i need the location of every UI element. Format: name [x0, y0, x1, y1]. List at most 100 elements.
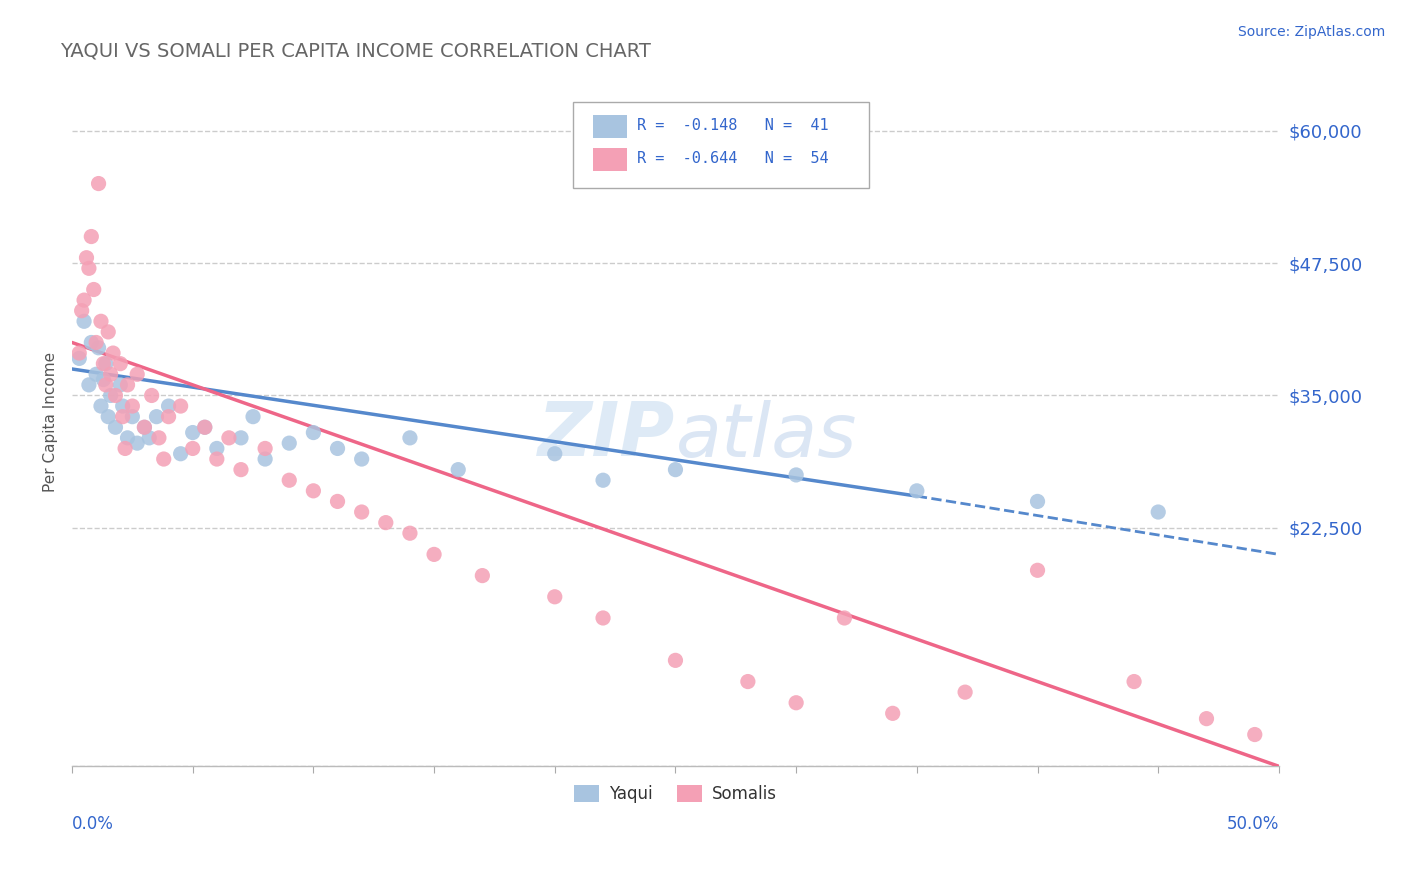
- Point: [127, 368, 149, 382]
- Point: [1147, 505, 1170, 519]
- Point: [70, 303, 93, 318]
- Point: [592, 473, 614, 487]
- FancyBboxPatch shape: [572, 102, 869, 188]
- Point: [104, 388, 127, 402]
- Point: [350, 505, 373, 519]
- Text: 50.0%: 50.0%: [1226, 814, 1279, 832]
- Point: [1243, 727, 1265, 741]
- Point: [134, 420, 156, 434]
- Point: [181, 442, 204, 456]
- Point: [117, 431, 139, 445]
- Point: [447, 463, 470, 477]
- Point: [67, 346, 90, 360]
- Point: [169, 447, 191, 461]
- Point: [134, 420, 156, 434]
- Point: [101, 346, 124, 360]
- Point: [302, 425, 325, 440]
- Point: [205, 452, 228, 467]
- Point: [664, 653, 686, 667]
- Point: [94, 357, 117, 371]
- Point: [1123, 674, 1146, 689]
- Point: [77, 377, 100, 392]
- Point: [97, 325, 120, 339]
- Point: [905, 483, 928, 498]
- Point: [278, 473, 301, 487]
- Point: [90, 399, 112, 413]
- Point: [194, 420, 217, 434]
- Point: [141, 388, 163, 402]
- Point: [374, 516, 396, 530]
- Point: [77, 261, 100, 276]
- Bar: [593, 115, 627, 137]
- Point: [148, 431, 170, 445]
- Point: [350, 452, 373, 467]
- Point: [399, 526, 422, 541]
- Point: [169, 399, 191, 413]
- Point: [121, 409, 143, 424]
- Point: [326, 442, 349, 456]
- Point: [73, 314, 96, 328]
- Point: [544, 447, 567, 461]
- Point: [76, 251, 98, 265]
- Legend: Yaqui, Somalis: Yaqui, Somalis: [567, 778, 785, 810]
- Point: [111, 399, 134, 413]
- Point: [229, 463, 252, 477]
- Point: [145, 409, 167, 424]
- Text: ZIP: ZIP: [538, 400, 675, 472]
- Point: [278, 436, 301, 450]
- Point: [471, 568, 494, 582]
- Point: [399, 431, 422, 445]
- Point: [242, 409, 264, 424]
- Text: Source: ZipAtlas.com: Source: ZipAtlas.com: [1237, 25, 1385, 39]
- Point: [114, 442, 136, 456]
- Point: [1026, 494, 1049, 508]
- Point: [254, 452, 277, 467]
- Point: [882, 706, 904, 721]
- Point: [100, 368, 122, 382]
- Point: [157, 409, 180, 424]
- Point: [1195, 712, 1218, 726]
- Point: [194, 420, 217, 434]
- Point: [90, 314, 112, 328]
- Point: [785, 467, 807, 482]
- Text: atlas: atlas: [675, 400, 856, 472]
- Point: [121, 399, 143, 413]
- Point: [834, 611, 856, 625]
- Point: [423, 548, 446, 562]
- Point: [97, 409, 120, 424]
- Y-axis label: Per Capita Income: Per Capita Income: [44, 352, 58, 492]
- Point: [326, 494, 349, 508]
- Bar: [593, 148, 627, 170]
- Point: [110, 377, 132, 392]
- Point: [664, 463, 686, 477]
- Point: [111, 409, 134, 424]
- Point: [87, 177, 110, 191]
- Point: [93, 357, 115, 371]
- Text: YAQUI VS SOMALI PER CAPITA INCOME CORRELATION CHART: YAQUI VS SOMALI PER CAPITA INCOME CORREL…: [60, 42, 651, 61]
- Point: [110, 357, 132, 371]
- Point: [785, 696, 807, 710]
- Point: [84, 335, 107, 350]
- Point: [157, 399, 180, 413]
- Text: R =  -0.148   N =  41: R = -0.148 N = 41: [637, 119, 828, 133]
- Point: [83, 283, 105, 297]
- Point: [84, 368, 107, 382]
- Point: [93, 373, 115, 387]
- Point: [80, 335, 103, 350]
- Point: [229, 431, 252, 445]
- Point: [302, 483, 325, 498]
- Point: [67, 351, 90, 366]
- Point: [80, 229, 103, 244]
- Point: [737, 674, 759, 689]
- Point: [104, 420, 127, 434]
- Point: [205, 442, 228, 456]
- Point: [94, 377, 117, 392]
- Point: [100, 388, 122, 402]
- Point: [181, 425, 204, 440]
- Point: [544, 590, 567, 604]
- Point: [592, 611, 614, 625]
- Point: [127, 436, 149, 450]
- Point: [1026, 563, 1049, 577]
- Point: [138, 431, 160, 445]
- Point: [152, 452, 174, 467]
